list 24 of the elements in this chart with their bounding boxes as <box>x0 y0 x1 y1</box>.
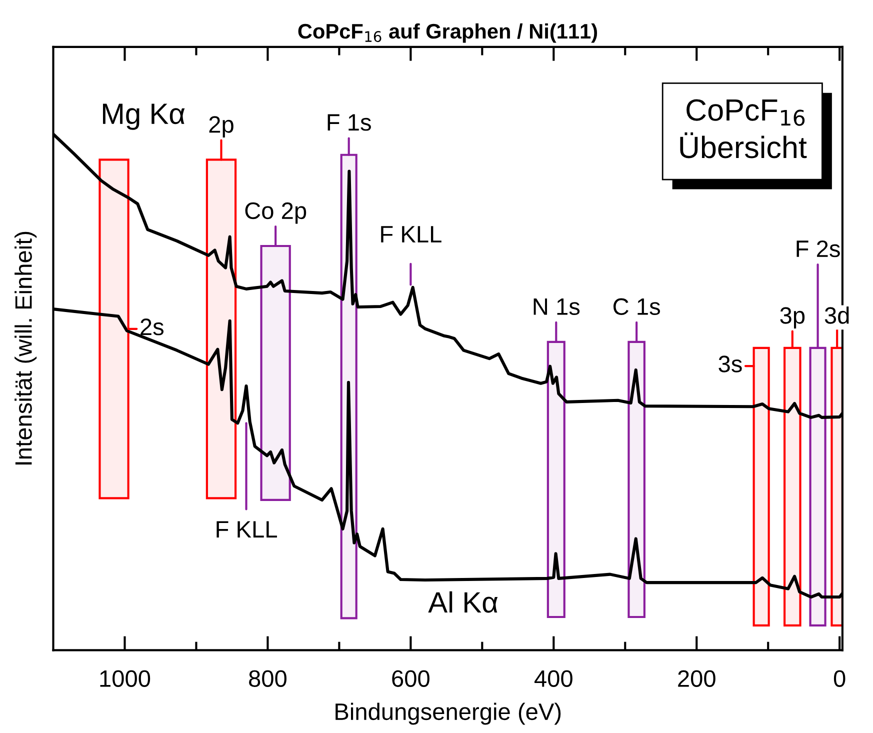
x-tick-label: 400 <box>534 670 572 687</box>
x-tick-label: 600 <box>392 670 430 687</box>
band-label: F 2s <box>796 240 840 258</box>
annotation: F KLL <box>216 521 277 538</box>
band-label: N 1s <box>534 298 580 316</box>
x-tick-label: 0 <box>834 670 846 687</box>
series-label: Mg Kα <box>102 104 185 130</box>
band-label: F 1s <box>328 114 371 131</box>
band-label: 3p <box>780 307 805 328</box>
band-label: 2s <box>140 318 164 336</box>
y-axis-title: Intensität (will. Einheit) <box>14 232 37 464</box>
chart-title: CoPcF$_{16}$ auf Graphen / Ni(111) <box>298 23 598 43</box>
series-label: Al Kα <box>428 591 498 613</box>
band-label: 3d <box>824 306 849 324</box>
band-label: Co 2p <box>245 202 306 224</box>
band-label: 2p <box>209 116 234 138</box>
x-tick-label: 200 <box>678 670 716 687</box>
x-tick-label: 1000 <box>100 670 150 687</box>
annotation: CoPcF$_{16}$ Übersicht <box>680 99 807 158</box>
band-label: C 1s <box>613 298 660 316</box>
band-label: 3s <box>718 356 742 372</box>
x-axis-title: Bindungsenergie (eV) <box>336 702 561 725</box>
x-tick-label: 800 <box>249 670 286 687</box>
annotation: F KLL <box>381 226 442 242</box>
